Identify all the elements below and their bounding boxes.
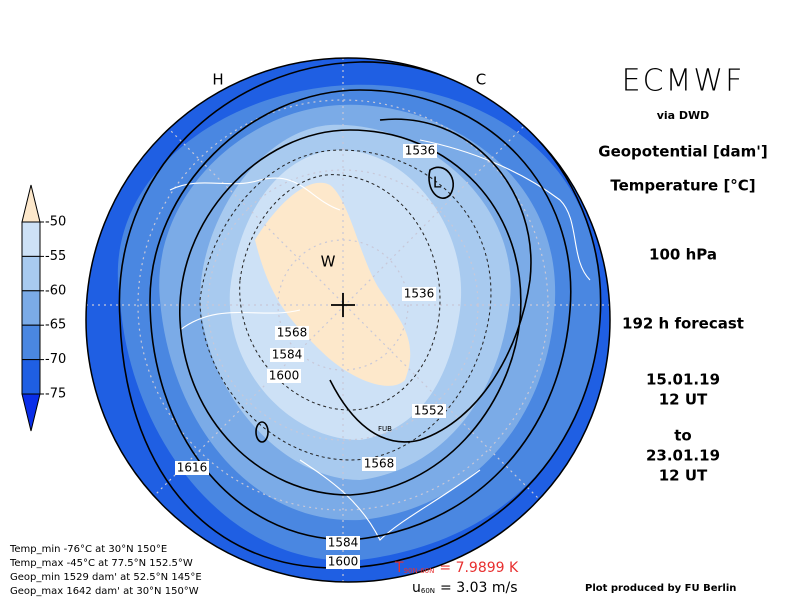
colorbar-label: -50 (45, 215, 66, 230)
map (86, 58, 610, 582)
symbol: u (412, 580, 421, 596)
quantity: Temperature [°C] (610, 177, 755, 195)
to: to (674, 427, 691, 445)
colorbar-box (21, 290, 41, 326)
contour-label-box (412, 404, 446, 418)
coastlines (169, 139, 591, 541)
contour-label: 1584 (328, 536, 359, 550)
time: 12 UT (659, 391, 708, 409)
colorbar-box (21, 255, 41, 292)
value: = 3.03 m/s (440, 580, 517, 596)
forecast: 192 h forecast (622, 315, 744, 333)
contour-label: 1568 (364, 457, 395, 471)
colorbar-label: -60 (45, 283, 66, 298)
pole-marker (331, 293, 355, 317)
contour-label: 1616 (177, 461, 208, 475)
contour-label: 1536 (404, 287, 435, 301)
stat-line: Geop_min 1529 dam' at 52.5°N 145°E (10, 572, 202, 583)
contour-label-box (402, 287, 436, 301)
subscript: 90N-60N (404, 567, 435, 575)
u-wind: u60N = 3.03 m/s (412, 580, 517, 596)
contour-label-box (270, 348, 304, 362)
map-letter: L (433, 174, 442, 192)
symbol: T (394, 560, 404, 576)
map-border (85, 57, 611, 583)
contour-label-box (326, 555, 360, 569)
title: ECMWF (622, 64, 745, 99)
contour-label-box (403, 144, 437, 158)
colorbar-box (21, 359, 41, 395)
colorbar-box (21, 221, 41, 257)
contour-label: 1552 (414, 404, 445, 418)
colorbar-cap (21, 393, 41, 432)
map-letter: C (476, 71, 486, 89)
contour-label: 1600 (328, 555, 359, 569)
credit: Plot produced by FU Berlin (585, 583, 736, 594)
map-letter: W (321, 253, 336, 271)
colorbar-label: -55 (45, 249, 66, 264)
date: 23.01.19 (646, 447, 720, 465)
contour-label-box (362, 457, 396, 471)
level: 100 hPa (649, 246, 717, 264)
value: = 7.9899 K (439, 560, 519, 576)
colorbar-box (21, 324, 41, 361)
contour-label: 1536 (405, 144, 436, 158)
colorbar-label: -75 (45, 387, 66, 402)
stat-line: Geop_max 1642 dam' at 30°N 150°W (10, 586, 199, 597)
date: 15.01.19 (646, 371, 720, 389)
quantity: Geopotential [dam'] (598, 143, 767, 161)
time: 12 UT (659, 467, 708, 485)
t-diff: T90N-60N = 7.9899 K (394, 560, 519, 576)
contours (118, 61, 602, 569)
stat-line: Temp_min -76°C at 30°N 150°E (9, 544, 167, 555)
colorbar-label: -65 (45, 318, 66, 333)
map-letter: FUB (378, 425, 392, 433)
contour-label: 1568 (277, 326, 308, 340)
contour-label-box (275, 326, 309, 340)
contour-label-box (267, 369, 301, 383)
colorbar-label: -70 (45, 352, 66, 367)
contour-label-box (175, 461, 209, 475)
stat-line: Temp_max -45°C at 77.5°N 152.5°W (9, 558, 193, 569)
map-letter: H (212, 71, 223, 89)
source: via DWD (657, 109, 710, 122)
contour-label: 1600 (269, 369, 300, 383)
contour-label-box (326, 536, 360, 550)
subscript: 60N (421, 587, 435, 595)
contour-label: 1584 (272, 348, 303, 362)
colorbar-cap (21, 184, 41, 223)
